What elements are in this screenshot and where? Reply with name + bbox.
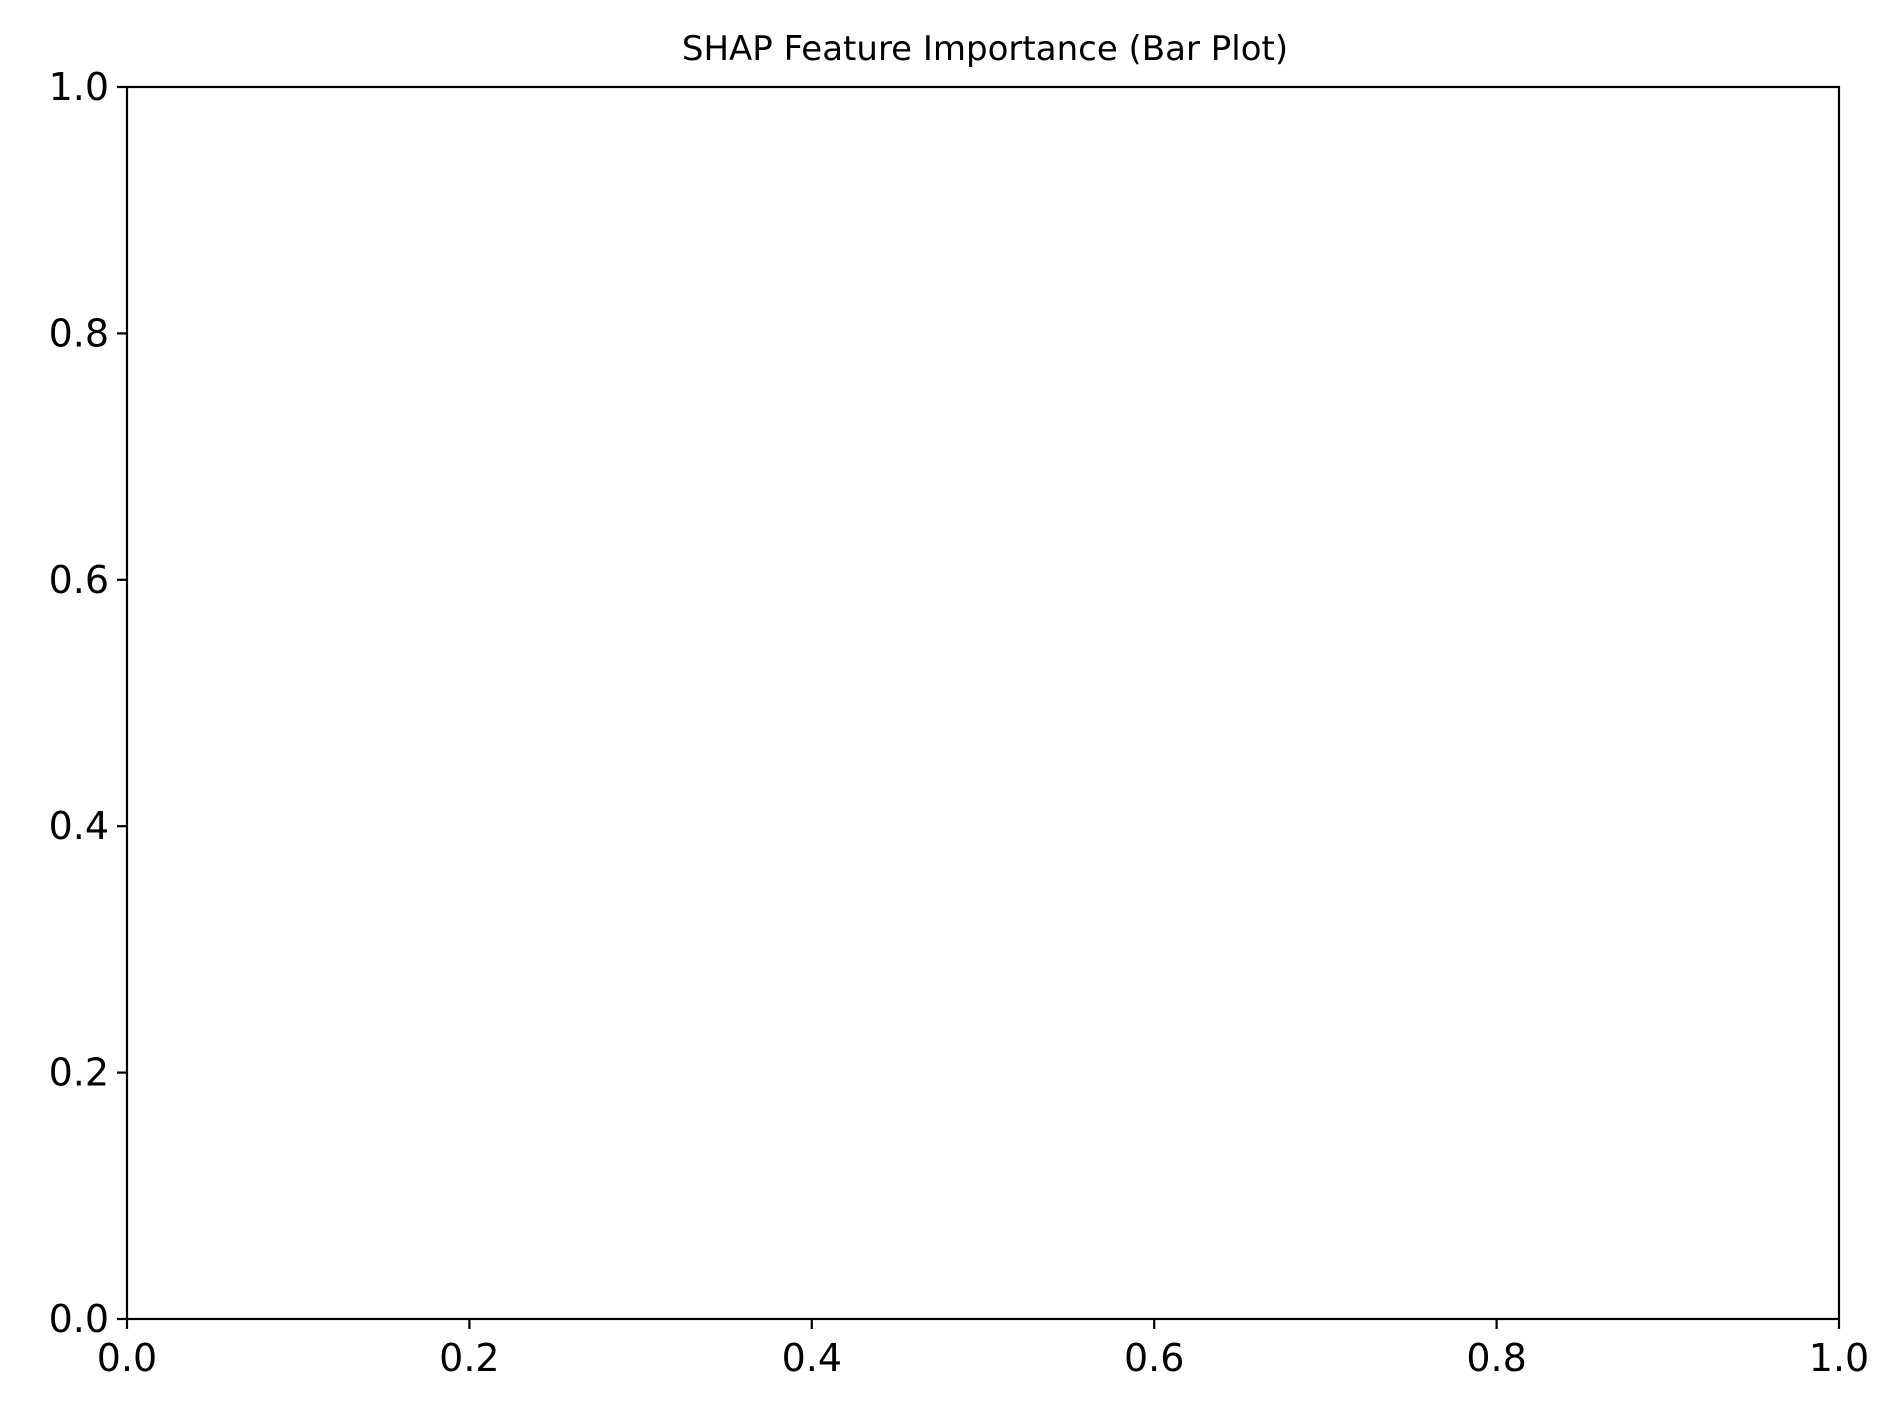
x-tick-label: 1.0 <box>1809 1336 1869 1380</box>
x-tick-label: 0.8 <box>1466 1336 1526 1380</box>
plot-frame <box>125 85 1841 1321</box>
chart-title: SHAP Feature Importance (Bar Plot) <box>682 29 1288 69</box>
y-tick-label: 0.0 <box>49 1297 109 1341</box>
y-tick-label: 0.8 <box>49 311 109 355</box>
y-tick-label: 0.2 <box>49 1051 109 1095</box>
x-tick-label: 0.0 <box>97 1336 157 1380</box>
y-tick-label: 0.6 <box>49 558 109 602</box>
x-tick-label: 0.6 <box>1124 1336 1184 1380</box>
x-tick-label: 0.4 <box>782 1336 842 1380</box>
x-axis-ticks: 0.0 0.2 0.4 0.6 0.8 1.0 <box>97 1319 1869 1380</box>
y-tick-label: 1.0 <box>49 65 109 109</box>
y-axis-ticks: 0.0 0.2 0.4 0.6 0.8 1.0 <box>49 65 127 1341</box>
y-tick-label: 0.4 <box>49 804 109 848</box>
x-tick-label: 0.2 <box>439 1336 499 1380</box>
